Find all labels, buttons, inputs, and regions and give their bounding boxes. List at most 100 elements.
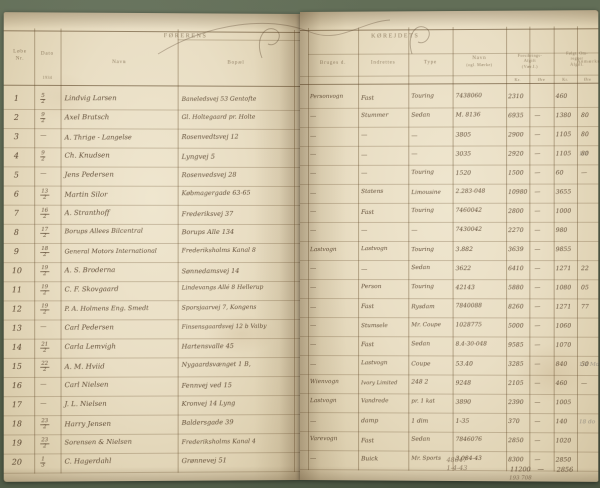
cell-bopael: Baneledsvej 53 Gentofte bbox=[181, 94, 257, 103]
totals-second-kr: 2856 bbox=[556, 465, 574, 474]
cell-navn-ogl: 3035 bbox=[455, 150, 472, 158]
table-row: — Fast Touring 7460042 2800 — 1000 bbox=[300, 204, 598, 223]
cell-indrettes: — bbox=[361, 151, 368, 159]
table-row: 8 17 2 Borups Allees Bilcentral Borups Alle … bbox=[4, 225, 300, 244]
cell-type: Sedan bbox=[411, 341, 431, 348]
cell-afgift-kr: 1105 bbox=[555, 150, 572, 158]
table-row: 1 5 2 Lindvig Larsen Baneledsvej 53 Gentofte bbox=[4, 91, 300, 111]
cell-lobe-nr: 1 bbox=[13, 93, 19, 103]
cell-navn: J. L. Nielsen bbox=[64, 399, 107, 409]
cell-indrettes: Statens bbox=[361, 188, 384, 195]
cell-forsikring-kr: 10980 bbox=[508, 188, 528, 196]
cell-navn: Lindvig Larsen bbox=[64, 93, 117, 102]
cell-navn: General Motors International bbox=[64, 247, 157, 255]
table-row: 2 9 2 Axel Bratsch Gl. Holtegaard pr. Holte bbox=[4, 110, 300, 130]
cell-forsikring-kr: 5000 bbox=[508, 322, 524, 330]
cell-indrettes: — bbox=[361, 169, 368, 177]
cell-bruges: Personvogn bbox=[309, 93, 344, 100]
cell-lobe-nr: 10 bbox=[11, 266, 22, 276]
cell-bruges: Wienvogn bbox=[309, 378, 339, 385]
cell-dato: — bbox=[40, 400, 47, 408]
cell-afgift-ore: 05 bbox=[581, 284, 589, 292]
table-row: 14 21 2 Carla Lemvigh Hartensvalle 45 bbox=[4, 339, 300, 359]
cell-bruges: — bbox=[309, 226, 317, 235]
cell-afgift-kr: 1080 bbox=[555, 284, 572, 292]
cell-navn: Carl Pedersen bbox=[64, 322, 114, 332]
cell-indrettes: Stummer bbox=[361, 112, 389, 119]
table-row: 6 13 2 Martin Silor Købmagergade 63-65 bbox=[4, 187, 300, 206]
ledger-right-page: KØREJDETS Bruges d. Indrettes Type Navn … bbox=[300, 10, 600, 482]
cell-afgift-kr: 60 bbox=[555, 169, 564, 177]
cell-anmaerkning: 18 do bbox=[579, 419, 596, 426]
cell-forsikring-kr: 8300 bbox=[508, 456, 524, 464]
cell-navn-ogl: 9248 bbox=[455, 379, 472, 387]
cell-type: Touring bbox=[411, 246, 434, 253]
cell-dato: 22 2 bbox=[40, 360, 50, 374]
cell-forsikring-ore: — bbox=[534, 265, 541, 273]
cell-bruges: — bbox=[309, 207, 317, 215]
cell-indrettes: Ivory Limited bbox=[361, 379, 398, 386]
cell-dato: — bbox=[40, 380, 47, 389]
cell-indrettes: damp bbox=[361, 416, 379, 424]
ledger-left-page: FØRERENS Løbe Nr. Dato 1934 Navn Bopæl 1… bbox=[3, 12, 301, 482]
column-header-navn: Navn bbox=[112, 59, 127, 66]
cell-type: Touring bbox=[411, 207, 434, 214]
cell-dato: — bbox=[40, 132, 47, 140]
cell-afgift-ore: 77 bbox=[581, 303, 589, 311]
cell-lobe-nr: 6 bbox=[13, 189, 19, 199]
cell-navn-ogl: 42143 bbox=[455, 284, 475, 292]
cell-bopael: Sporsjaarvej 7, Kongens bbox=[181, 303, 257, 312]
cell-navn: Jens Pedersen bbox=[64, 170, 114, 179]
cell-afgift-kr: 840 bbox=[555, 360, 568, 368]
cell-navn: Axel Bratsch bbox=[64, 113, 110, 122]
table-row: 10 19 2 A. S. Broderna Sønnedamsvej 14 bbox=[4, 263, 300, 282]
cell-forsikring-kr: 2800 bbox=[508, 207, 524, 215]
cell-indrettes: Person bbox=[361, 283, 382, 291]
table-row: 4 9 2 Ch. Knudsen Lyngvej 5 bbox=[4, 148, 300, 168]
cell-forsikring-ore: — bbox=[534, 303, 541, 311]
column-header-dato-year: 1934 bbox=[42, 74, 53, 80]
cell-dato: 13 2 bbox=[40, 188, 50, 201]
cell-type: Rysdam bbox=[411, 303, 435, 310]
cell-forsikring-kr: 2900 bbox=[508, 131, 524, 139]
cell-forsikring-kr: 2105 bbox=[508, 379, 524, 387]
column-header-dato: Dato bbox=[40, 50, 54, 57]
cell-navn: A. Stranthoff bbox=[64, 208, 110, 217]
cell-indrettes: Fast bbox=[361, 208, 375, 216]
cell-navn-ogl: 7846076 bbox=[455, 436, 483, 443]
cell-bruges: — bbox=[309, 189, 317, 197]
cell-forsikring-kr: 2850 bbox=[508, 437, 524, 445]
table-row: — — Touring 1520 1500 — 60 — bbox=[300, 165, 598, 185]
totals-left-note: 48647 1-4-43 bbox=[446, 455, 468, 472]
cell-navn-ogl: 7438060 bbox=[455, 93, 483, 100]
cell-bopael: Finsensgaardsvej 12 b Valby bbox=[181, 323, 267, 331]
cell-dato: 23 2 bbox=[40, 437, 50, 450]
cell-type: 248 2 bbox=[411, 378, 429, 385]
cell-forsikring-ore: — bbox=[534, 284, 541, 292]
table-row: 11 19 2 C. F. Skovgaard Lindevangs Allé 8 He… bbox=[4, 282, 300, 301]
cell-type: Sedan bbox=[411, 436, 431, 443]
cell-navn: C. Hagerdahl bbox=[64, 456, 112, 466]
cell-bopael: Rosenvedtsvej 12 bbox=[181, 132, 239, 141]
cell-type: — bbox=[411, 150, 418, 158]
cell-indrettes: Stumsele bbox=[361, 322, 388, 329]
table-row: 16 — Carl Nielsen Fennvej ved 15 bbox=[4, 377, 300, 397]
cell-navn-ogl: 7840088 bbox=[455, 303, 483, 310]
cell-navn-ogl: 53.40 bbox=[455, 360, 473, 368]
cell-bopael: Hartensvalle 45 bbox=[181, 341, 234, 351]
cell-forsikring-kr: 2310 bbox=[508, 93, 524, 101]
subcolumn-header-kr: Kr. bbox=[514, 76, 521, 83]
cell-dato: — bbox=[40, 170, 47, 178]
cell-bruges: — bbox=[309, 321, 317, 329]
cell-navn: Carl Nielsen bbox=[64, 379, 109, 389]
cell-bopael: Fennvej ved 15 bbox=[181, 380, 232, 390]
cell-forsikring-kr: 3285 bbox=[508, 360, 524, 368]
totals-kr: 11200 bbox=[510, 465, 531, 474]
cell-type: Mr. Sports bbox=[411, 455, 441, 462]
cell-navn-ogl: M. 8136 bbox=[455, 112, 481, 119]
cell-dato: 21 2 bbox=[40, 341, 50, 354]
table-row: 15 22 2 A. M. Hviid Nygaardsvænget 1 B, bbox=[4, 358, 300, 378]
